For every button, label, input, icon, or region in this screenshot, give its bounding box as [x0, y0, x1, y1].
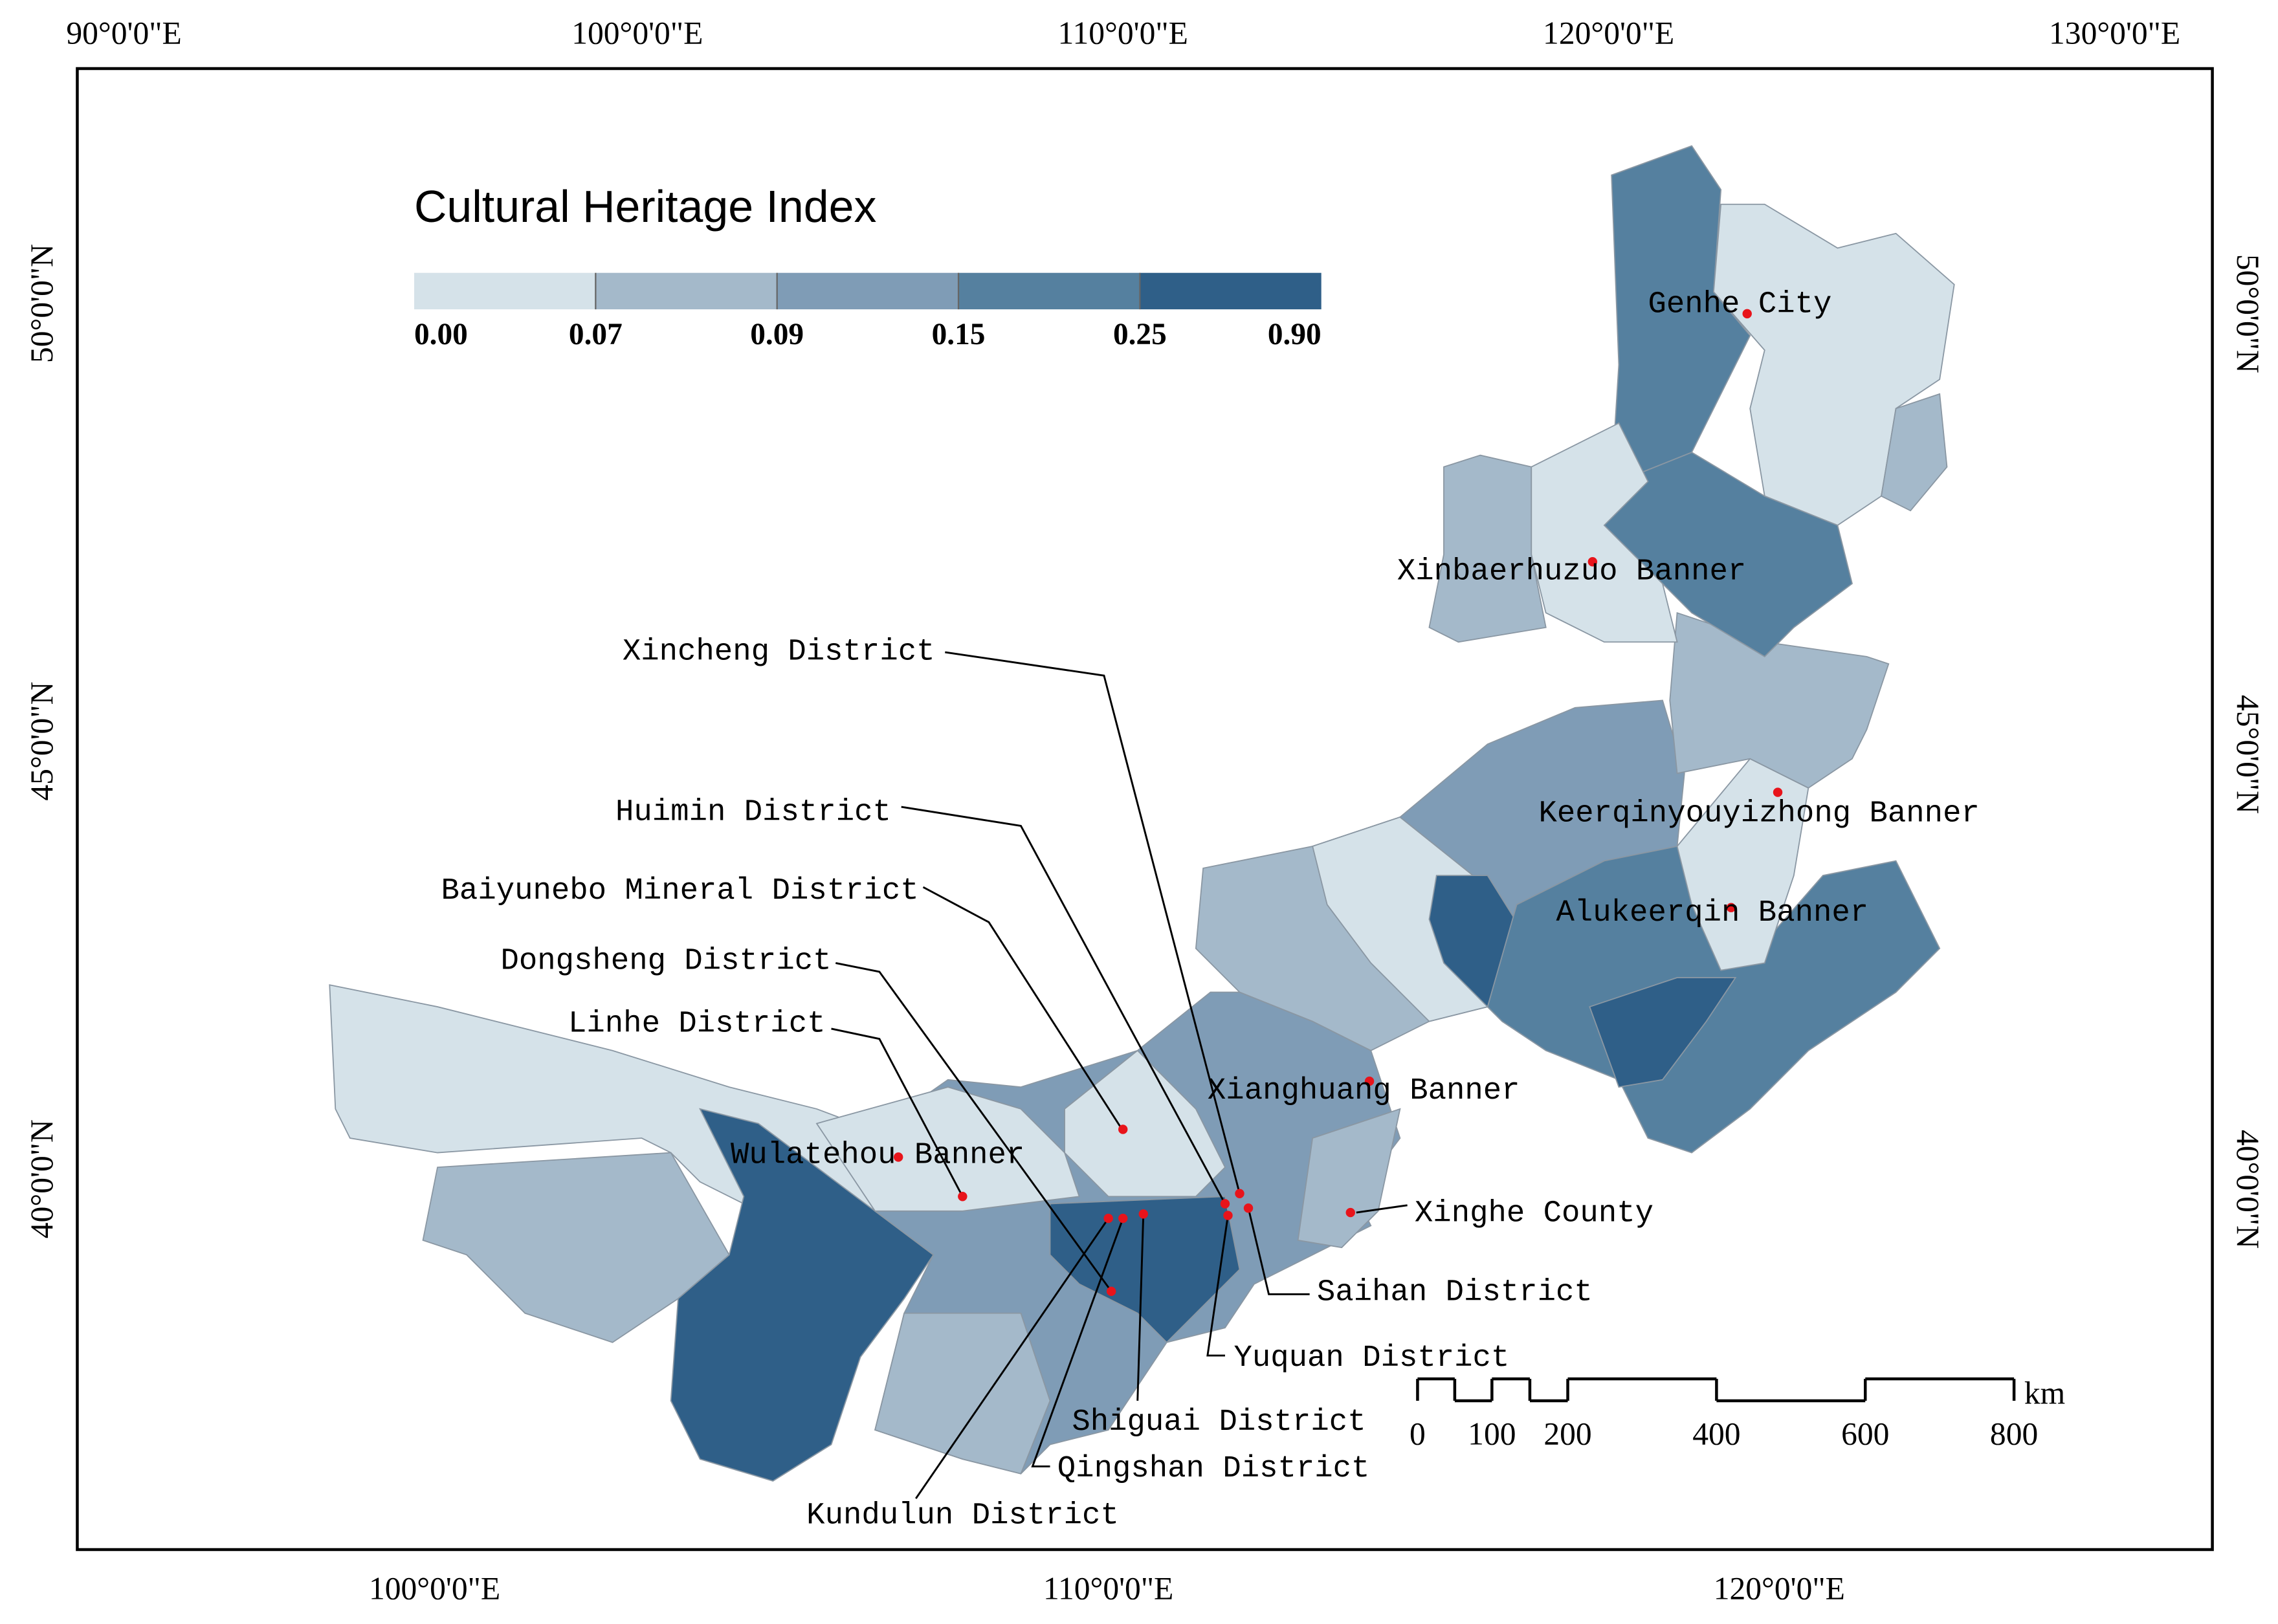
place-label: Xinbaerhuzuo Banner	[1397, 554, 1746, 589]
region	[1669, 611, 1890, 789]
legend-swatch	[1140, 272, 1321, 310]
legend-title: Cultural Heritage Index	[414, 181, 876, 232]
region	[1881, 393, 1948, 512]
legend-break-label: 0.25	[1113, 318, 1167, 351]
place-dot	[1235, 1189, 1244, 1198]
place-dot	[1773, 787, 1783, 797]
place-label: Kundulun District	[806, 1498, 1119, 1533]
latitude-label: 40°0'0"N	[2230, 1130, 2266, 1249]
place-dot	[893, 1152, 903, 1162]
leader-line	[1031, 1218, 1124, 1467]
place-label: Dongsheng District	[500, 944, 831, 978]
place-label: Saihan District	[1317, 1275, 1593, 1310]
leader-line	[1356, 1204, 1408, 1214]
place-dot	[1138, 1209, 1148, 1219]
leader-line	[922, 886, 1124, 1132]
longitude-label: 100°0'0"E	[369, 1571, 500, 1607]
scale-unit: km	[2024, 1375, 2065, 1410]
latitude-label: 45°0'0"N	[2230, 695, 2266, 814]
scale-label: 600	[1841, 1416, 1889, 1452]
place-label: Xincheng District	[623, 635, 935, 669]
longitude-label: 110°0'0"E	[1058, 16, 1188, 51]
latitude-label: 45°0'0"N	[24, 682, 60, 801]
place-label: Qingshan District	[1057, 1452, 1370, 1486]
leader-line	[1247, 1207, 1310, 1295]
place-label: Yuquan District	[1233, 1341, 1509, 1376]
leader-line	[901, 806, 1226, 1205]
leader-line	[1136, 1214, 1145, 1401]
longitude-label: 110°0'0"E	[1043, 1571, 1173, 1607]
region	[1531, 422, 1678, 643]
latitude-label: 50°0'0"N	[24, 244, 60, 363]
map-frame	[76, 67, 2214, 1552]
scale-label: 400	[1692, 1416, 1740, 1452]
place-dot	[1118, 1213, 1128, 1223]
place-label: Alukeerqin Banner	[1556, 896, 1869, 930]
labels: Genhe City Xinbaerhuzuo Banner Keerqinyouy…	[441, 288, 1980, 1533]
longitude-label: 120°0'0"E	[1714, 1571, 1845, 1607]
place-dot	[1106, 1286, 1116, 1297]
place-label: Wulatehou Banner	[731, 1138, 1024, 1172]
place-dot	[1243, 1203, 1254, 1213]
latitude-label: 40°0'0"N	[24, 1119, 60, 1238]
place-label: Baiyunebo Mineral District	[441, 874, 919, 908]
longitude-label: 90°0'0"E	[66, 16, 181, 51]
place-dot	[1223, 1211, 1233, 1220]
place-dot	[1220, 1199, 1230, 1209]
place-dot	[1118, 1125, 1128, 1134]
place-label: Xinghe County	[1415, 1197, 1653, 1231]
leader-lines	[831, 651, 1408, 1499]
region	[1297, 1108, 1401, 1249]
scale-bar: 0 100 200 400 600 800 km	[1410, 1375, 2065, 1451]
latitude-label: 50°0'0"N	[2230, 254, 2266, 373]
place-dot	[1345, 1207, 1355, 1218]
leader-line	[1206, 1215, 1229, 1357]
scale-label: 100	[1468, 1416, 1516, 1452]
place-label: Shiguai District	[1072, 1405, 1366, 1440]
longitude-label: 130°0'0"E	[2049, 16, 2180, 51]
region	[815, 1086, 1080, 1212]
region	[1589, 977, 1737, 1088]
leader-line	[835, 961, 1112, 1292]
place-label: Huimin District	[615, 795, 891, 829]
place-dot	[1364, 1076, 1375, 1086]
leader-line	[915, 1218, 1109, 1499]
legend-break-label: 0.09	[750, 318, 804, 351]
legend-break-label: 0.07	[569, 318, 623, 351]
legend-swatch	[777, 272, 959, 310]
longitude-label: 120°0'0"E	[1543, 16, 1674, 51]
leader-line	[831, 1027, 964, 1197]
place-dot	[1742, 309, 1752, 319]
legend: 0.00 0.07 0.09 0.15 0.25 0.90	[414, 272, 1321, 351]
place-dot	[958, 1192, 968, 1202]
scale-label: 800	[1990, 1416, 2038, 1452]
place-label: Linhe District	[568, 1007, 825, 1041]
region	[874, 1312, 1051, 1475]
legend-swatch	[414, 272, 596, 310]
legend-break-label: 0.15	[932, 318, 986, 351]
region	[670, 1108, 934, 1482]
place-dot	[1726, 903, 1736, 912]
region	[422, 1152, 730, 1343]
regions	[329, 145, 1955, 1482]
longitude-label: 100°0'0"E	[571, 16, 703, 51]
legend-break-label: 0.90	[1268, 318, 1321, 351]
region	[1428, 454, 1547, 643]
scale-label: 0	[1410, 1416, 1426, 1452]
place-label: Genhe City	[1648, 288, 1831, 322]
leader-line	[945, 651, 1241, 1194]
place-label: Keerqinyouyizhong Banner	[1538, 797, 1979, 831]
place-dot	[1587, 557, 1598, 567]
legend-break-label: 0.00	[414, 318, 468, 351]
legend-swatch	[595, 272, 777, 310]
place-dot	[1103, 1213, 1113, 1223]
scale-label: 200	[1543, 1416, 1591, 1452]
legend-swatch	[958, 272, 1140, 310]
place-label: Xianghuang Banner	[1208, 1074, 1520, 1108]
